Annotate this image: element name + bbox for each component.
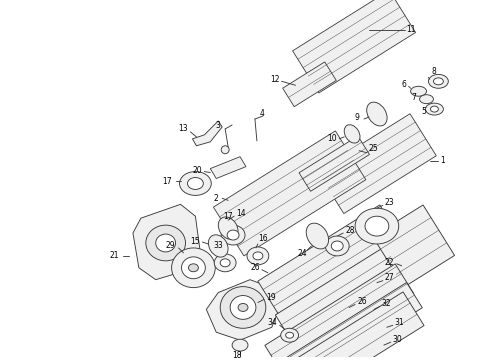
Ellipse shape (208, 235, 228, 257)
Text: 11: 11 (407, 25, 416, 34)
Text: 10: 10 (327, 134, 337, 143)
Text: 16: 16 (258, 234, 268, 243)
Text: 1: 1 (441, 156, 445, 165)
Text: 3: 3 (215, 121, 220, 130)
Ellipse shape (306, 223, 329, 249)
Text: 30: 30 (393, 335, 402, 344)
Polygon shape (299, 136, 369, 191)
Polygon shape (133, 204, 200, 280)
Text: 28: 28 (345, 226, 355, 235)
Ellipse shape (221, 225, 245, 245)
Text: 21: 21 (109, 251, 119, 260)
Polygon shape (264, 292, 424, 360)
Ellipse shape (156, 234, 175, 252)
Text: 13: 13 (178, 125, 188, 134)
Ellipse shape (430, 106, 439, 112)
Text: 24: 24 (297, 249, 307, 258)
Ellipse shape (188, 177, 203, 189)
Text: 26: 26 (251, 263, 261, 272)
Ellipse shape (227, 230, 239, 240)
Ellipse shape (146, 225, 186, 261)
Text: 33: 33 (213, 242, 223, 251)
Text: 26: 26 (357, 297, 367, 306)
Text: 5: 5 (421, 107, 426, 116)
Text: 14: 14 (236, 209, 245, 218)
Text: 27: 27 (385, 273, 394, 282)
Text: 19: 19 (266, 293, 275, 302)
Text: 20: 20 (193, 166, 202, 175)
Ellipse shape (365, 216, 389, 236)
Text: 18: 18 (232, 351, 242, 360)
Text: 23: 23 (385, 198, 394, 207)
Ellipse shape (434, 78, 443, 85)
Ellipse shape (419, 95, 434, 104)
Polygon shape (206, 280, 278, 340)
Polygon shape (210, 157, 246, 179)
Text: 17: 17 (163, 177, 172, 186)
Ellipse shape (221, 146, 229, 154)
Text: 8: 8 (432, 67, 436, 76)
Ellipse shape (230, 296, 256, 319)
Ellipse shape (218, 217, 238, 239)
Polygon shape (193, 121, 222, 146)
Text: 31: 31 (395, 318, 404, 327)
Polygon shape (372, 205, 455, 287)
Ellipse shape (220, 287, 266, 328)
Ellipse shape (344, 125, 360, 143)
Ellipse shape (286, 332, 294, 338)
Ellipse shape (232, 339, 248, 351)
Ellipse shape (247, 247, 269, 265)
Ellipse shape (425, 103, 443, 115)
Text: 7: 7 (412, 93, 416, 102)
Text: 9: 9 (354, 113, 359, 122)
Ellipse shape (355, 208, 399, 244)
Polygon shape (258, 205, 401, 315)
Ellipse shape (220, 259, 230, 267)
Ellipse shape (238, 303, 248, 311)
Ellipse shape (214, 254, 236, 272)
Text: 6: 6 (402, 80, 407, 89)
Text: 12: 12 (270, 75, 279, 84)
Ellipse shape (172, 248, 215, 288)
Polygon shape (275, 247, 403, 345)
Ellipse shape (325, 236, 349, 256)
Polygon shape (283, 62, 336, 107)
Ellipse shape (281, 328, 298, 342)
Text: 25: 25 (369, 144, 379, 153)
Text: 34: 34 (268, 318, 277, 327)
Polygon shape (214, 131, 366, 256)
Text: 4: 4 (260, 109, 265, 118)
Ellipse shape (367, 102, 387, 126)
Text: 22: 22 (385, 258, 394, 267)
Text: 2: 2 (213, 194, 218, 203)
Polygon shape (318, 114, 436, 213)
Ellipse shape (411, 86, 426, 96)
Text: 32: 32 (382, 299, 392, 308)
Polygon shape (293, 0, 416, 93)
Ellipse shape (253, 252, 263, 260)
Text: 15: 15 (191, 237, 200, 246)
Ellipse shape (179, 172, 211, 195)
Polygon shape (272, 283, 422, 360)
Text: 29: 29 (166, 242, 175, 251)
Text: 17: 17 (223, 212, 233, 221)
Ellipse shape (189, 264, 198, 272)
Ellipse shape (428, 75, 448, 88)
Ellipse shape (181, 257, 205, 279)
Polygon shape (265, 264, 414, 360)
Ellipse shape (331, 241, 343, 251)
